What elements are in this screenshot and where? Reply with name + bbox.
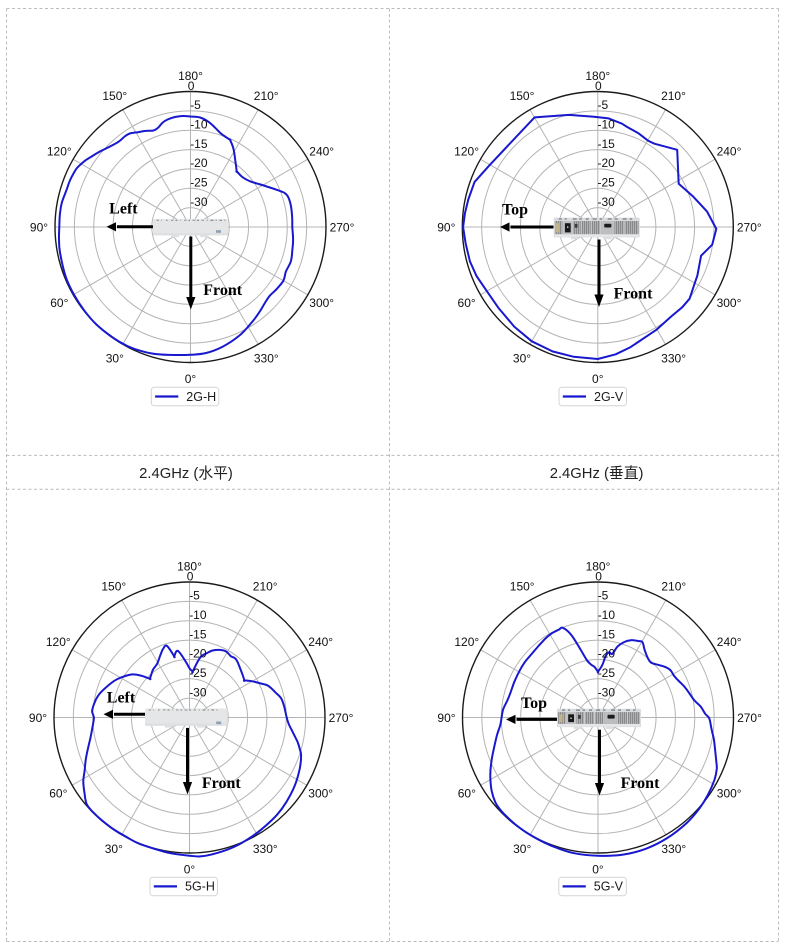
svg-text:270°: 270° (330, 220, 355, 234)
svg-text:240°: 240° (308, 635, 333, 649)
svg-text:2G-H: 2G-H (186, 390, 216, 404)
svg-text:240°: 240° (717, 145, 742, 159)
svg-text:Front: Front (203, 282, 242, 299)
svg-text:270°: 270° (737, 711, 762, 725)
svg-text:-20: -20 (189, 647, 207, 661)
svg-text:2.4GHz (水平): 2.4GHz (水平) (139, 465, 233, 482)
svg-text:90°: 90° (437, 711, 455, 725)
svg-text:-30: -30 (189, 685, 207, 699)
svg-text:300°: 300° (717, 296, 742, 310)
svg-text:90°: 90° (30, 220, 48, 234)
svg-text:30°: 30° (106, 352, 124, 366)
svg-text:0: 0 (595, 79, 602, 93)
svg-text:150°: 150° (101, 580, 126, 594)
svg-text:Front: Front (202, 775, 241, 792)
svg-text:210°: 210° (661, 89, 686, 103)
svg-text:-25: -25 (189, 666, 207, 680)
svg-text:300°: 300° (309, 296, 334, 310)
svg-text:330°: 330° (254, 352, 279, 366)
svg-text:60°: 60° (458, 787, 476, 801)
svg-text:120°: 120° (454, 635, 479, 649)
svg-text:Front: Front (621, 775, 660, 792)
svg-text:330°: 330° (661, 842, 686, 856)
svg-text:-30: -30 (598, 195, 616, 209)
svg-text:-15: -15 (598, 137, 616, 151)
svg-text:-25: -25 (598, 666, 616, 680)
svg-text:-25: -25 (190, 176, 208, 190)
svg-text:150°: 150° (510, 89, 535, 103)
svg-text:60°: 60° (49, 787, 67, 801)
svg-text:2.4GHz (垂直): 2.4GHz (垂直) (550, 465, 644, 482)
svg-text:0°: 0° (592, 862, 604, 876)
svg-text:Left: Left (109, 201, 138, 218)
svg-text:210°: 210° (661, 580, 686, 594)
svg-text:120°: 120° (454, 145, 479, 159)
svg-text:270°: 270° (737, 220, 762, 234)
svg-text:Top: Top (521, 695, 547, 712)
svg-text:-20: -20 (598, 647, 616, 661)
svg-text:90°: 90° (29, 711, 47, 725)
svg-text:330°: 330° (661, 352, 686, 366)
svg-text:210°: 210° (253, 580, 278, 594)
svg-text:-10: -10 (190, 118, 208, 132)
svg-text:5G-V: 5G-V (594, 880, 624, 894)
svg-text:-5: -5 (190, 98, 201, 112)
svg-text:270°: 270° (329, 711, 354, 725)
svg-text:Top: Top (502, 202, 528, 219)
svg-text:-10: -10 (598, 608, 616, 622)
svg-text:-5: -5 (598, 589, 609, 603)
svg-text:180°: 180° (178, 69, 203, 83)
svg-text:5G-H: 5G-H (185, 880, 215, 894)
svg-text:0°: 0° (185, 372, 197, 386)
svg-text:150°: 150° (102, 89, 127, 103)
svg-text:-15: -15 (189, 627, 207, 641)
svg-text:60°: 60° (50, 296, 68, 310)
svg-text:120°: 120° (47, 145, 72, 159)
svg-text:-30: -30 (190, 195, 208, 209)
svg-text:0: 0 (188, 79, 195, 93)
svg-text:240°: 240° (717, 635, 742, 649)
svg-text:-15: -15 (598, 627, 616, 641)
svg-text:-25: -25 (598, 176, 616, 190)
svg-text:30°: 30° (105, 842, 123, 856)
svg-text:-30: -30 (598, 685, 616, 699)
svg-text:-5: -5 (598, 98, 609, 112)
svg-text:30°: 30° (513, 842, 531, 856)
svg-text:Left: Left (107, 690, 136, 707)
svg-text:-5: -5 (189, 589, 200, 603)
svg-text:0: 0 (595, 569, 602, 583)
svg-text:-10: -10 (598, 118, 616, 132)
svg-text:180°: 180° (177, 559, 202, 573)
svg-text:180°: 180° (585, 69, 610, 83)
svg-text:Front: Front (614, 286, 653, 303)
svg-text:300°: 300° (717, 787, 742, 801)
svg-text:210°: 210° (254, 89, 279, 103)
svg-text:-20: -20 (190, 156, 208, 170)
svg-text:-15: -15 (190, 137, 208, 151)
svg-text:150°: 150° (510, 580, 535, 594)
svg-text:330°: 330° (253, 842, 278, 856)
svg-text:300°: 300° (308, 787, 333, 801)
svg-text:2G-V: 2G-V (594, 390, 624, 404)
svg-text:120°: 120° (46, 635, 71, 649)
svg-text:90°: 90° (437, 220, 455, 234)
svg-text:-10: -10 (189, 608, 207, 622)
svg-text:0: 0 (187, 569, 194, 583)
svg-text:0°: 0° (184, 862, 196, 876)
svg-text:60°: 60° (458, 296, 476, 310)
svg-text:-20: -20 (598, 156, 616, 170)
svg-text:240°: 240° (309, 145, 334, 159)
svg-text:0°: 0° (592, 372, 604, 386)
svg-text:30°: 30° (513, 352, 531, 366)
svg-text:180°: 180° (586, 559, 611, 573)
